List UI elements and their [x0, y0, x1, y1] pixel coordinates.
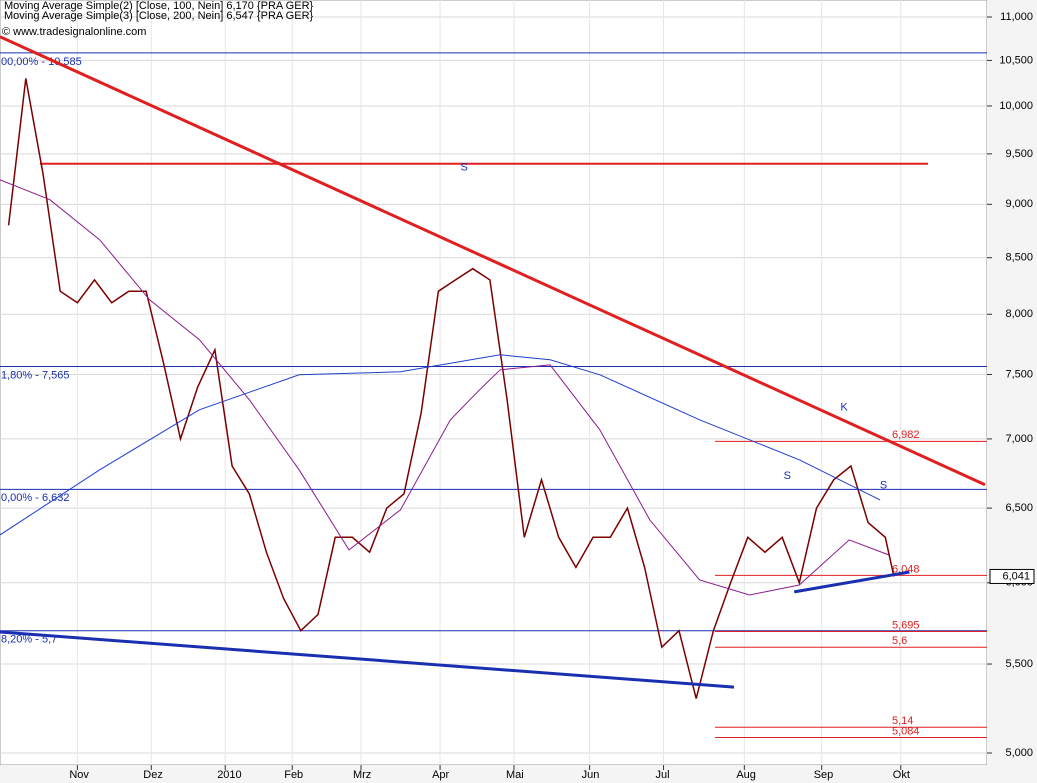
y-tick-label: 9,000: [1005, 198, 1033, 210]
price-axis: [987, 0, 1037, 783]
fib-label: 00,00% - 10,585: [1, 56, 82, 68]
red-level-label: 6,048: [892, 563, 920, 575]
y-tick-label: 5,500: [1005, 658, 1033, 670]
plot-area: [0, 0, 988, 766]
series-line: [0, 179, 889, 596]
red-level-label: 6,982: [892, 429, 920, 441]
copyright: © www.tradesignalonline.com: [2, 26, 146, 38]
y-tick-label: 9,500: [1005, 148, 1033, 160]
red-level-label: 5,6: [892, 635, 907, 647]
annotation: S: [880, 480, 887, 492]
trendline: [0, 630, 735, 689]
annotation: S: [784, 470, 791, 482]
legend-entry: Moving Average Simple(2) [Close, 100, Ne…: [4, 0, 314, 12]
legend-entry: Moving Average Simple(3) [Close, 200, Ne…: [4, 10, 314, 22]
last-price-box: [989, 568, 1035, 584]
y-tick-label: 11,000: [1000, 11, 1033, 23]
y-tick-label: 7,000: [1005, 433, 1033, 445]
x-tick-label: Apr: [432, 769, 449, 781]
x-tick-label: Okt: [893, 769, 910, 781]
fib-label: 1,80% - 7,565: [1, 369, 70, 381]
x-tick-label: Mai: [506, 769, 524, 781]
series-line: [7, 78, 895, 699]
x-tick-label: Dez: [143, 769, 163, 781]
x-tick-label: 2010: [217, 769, 241, 781]
x-tick-label: Jul: [656, 769, 670, 781]
red-level-label: 5,14: [892, 715, 913, 727]
fib-label: 0,00% - 6,632: [1, 492, 70, 504]
last-price-label: 6,041: [1002, 570, 1030, 582]
y-tick-label: 8,500: [1005, 252, 1033, 264]
x-tick-label: Jun: [582, 769, 600, 781]
y-tick-label: 8,000: [1005, 308, 1033, 320]
time-axis: [0, 765, 987, 783]
y-tick-label: 6,500: [1005, 502, 1033, 514]
x-tick-label: Nov: [69, 769, 89, 781]
y-tick-label: 5,000: [1005, 747, 1033, 759]
annotation: S: [460, 162, 467, 174]
red-level-label: 5,084: [892, 725, 920, 737]
y-tick-label: 7,500: [1005, 368, 1033, 380]
x-tick-label: Aug: [736, 769, 756, 781]
series-line: [0, 354, 881, 536]
x-tick-label: Mrz: [353, 769, 371, 781]
annotation: K: [840, 402, 848, 414]
y-tick-label: 10,500: [999, 54, 1033, 66]
y-tick-label: 10,000: [999, 100, 1033, 112]
red-level-label: 5,695: [892, 619, 920, 631]
x-tick-label: Sep: [814, 769, 834, 781]
trendline: [793, 570, 910, 594]
trendline: [0, 35, 986, 487]
x-tick-label: Feb: [284, 769, 303, 781]
